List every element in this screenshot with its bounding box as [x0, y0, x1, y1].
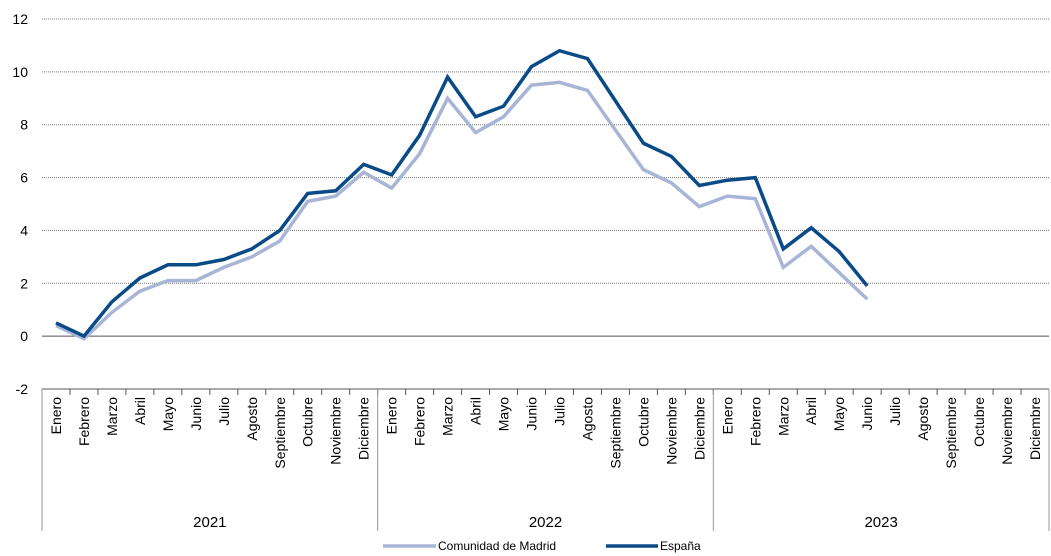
x-tick-label: Marzo — [775, 397, 791, 436]
x-tick-label: Agosto — [244, 397, 260, 441]
gridlines — [42, 18, 1049, 390]
x-tick-label: Diciembre — [356, 397, 372, 460]
x-tick-label: Septiembre — [943, 397, 959, 469]
x-tick-label: Octubre — [300, 397, 316, 447]
x-tick-label: Octubre — [971, 397, 987, 447]
legend-label: España — [660, 539, 701, 553]
x-tick-label: Septiembre — [607, 397, 623, 469]
x-tick-label: Abril — [803, 397, 819, 425]
year-label: 2022 — [529, 514, 562, 531]
y-tick-label: 12 — [12, 11, 28, 27]
x-tick-label: Noviembre — [328, 397, 344, 465]
y-tick-label: 10 — [12, 64, 28, 80]
x-tick-label: Junio — [524, 397, 540, 431]
series-line-comunidad-de-madrid — [55, 80, 869, 341]
x-tick-label: Febrero — [76, 397, 92, 446]
x-tick-label: Agosto — [915, 397, 931, 441]
x-tick-label: Noviembre — [663, 397, 679, 465]
x-axis: Enero Febrero Marzo Abril Mayo Junio Julio Agos… — [41, 388, 1050, 531]
y-tick-label: 8 — [20, 117, 28, 133]
x-tick-label: Julio — [216, 397, 232, 426]
x-tick-label: Abril — [468, 397, 484, 425]
y-axis-tick-labels: 12 10 8 6 4 2 0 -2 — [12, 11, 28, 397]
x-tick-label: Marzo — [104, 397, 120, 436]
x-tick-label: Mayo — [160, 397, 176, 431]
y-tick-label: 6 — [20, 170, 28, 186]
y-tick-label: 2 — [20, 275, 28, 291]
x-tick-label: Septiembre — [272, 397, 288, 469]
x-tick-label: Enero — [48, 397, 64, 435]
x-tick-label: Junio — [188, 397, 204, 431]
series-lines — [55, 48, 869, 341]
x-tick-label: Enero — [719, 397, 735, 435]
x-tick-label: Mayo — [496, 397, 512, 431]
x-tick-label: Marzo — [440, 397, 456, 436]
year-label: 2021 — [193, 514, 226, 531]
x-tick-label: Agosto — [579, 397, 595, 441]
legend: Comunidad de Madrid España — [383, 539, 701, 553]
x-tick-label: Febrero — [412, 397, 428, 446]
y-tick-label: 4 — [20, 222, 28, 238]
year-label: 2023 — [864, 514, 897, 531]
x-tick-label: Mayo — [831, 397, 847, 431]
x-tick-label: Diciembre — [691, 397, 707, 460]
x-tick-label: Octubre — [635, 397, 651, 447]
x-tick-label: Diciembre — [1027, 397, 1043, 460]
x-tick-label: Febrero — [747, 397, 763, 446]
x-tick-label: Julio — [887, 397, 903, 426]
x-tick-label: Noviembre — [999, 397, 1015, 465]
x-tick-label: Abril — [132, 397, 148, 425]
series-line-españa — [55, 48, 869, 339]
y-tick-label: 0 — [20, 328, 28, 344]
x-tick-label: Enero — [384, 397, 400, 435]
x-tick-label: Junio — [859, 397, 875, 431]
x-tick-label: Julio — [551, 397, 567, 426]
legend-label: Comunidad de Madrid — [438, 539, 556, 553]
y-tick-label: -2 — [16, 381, 29, 397]
